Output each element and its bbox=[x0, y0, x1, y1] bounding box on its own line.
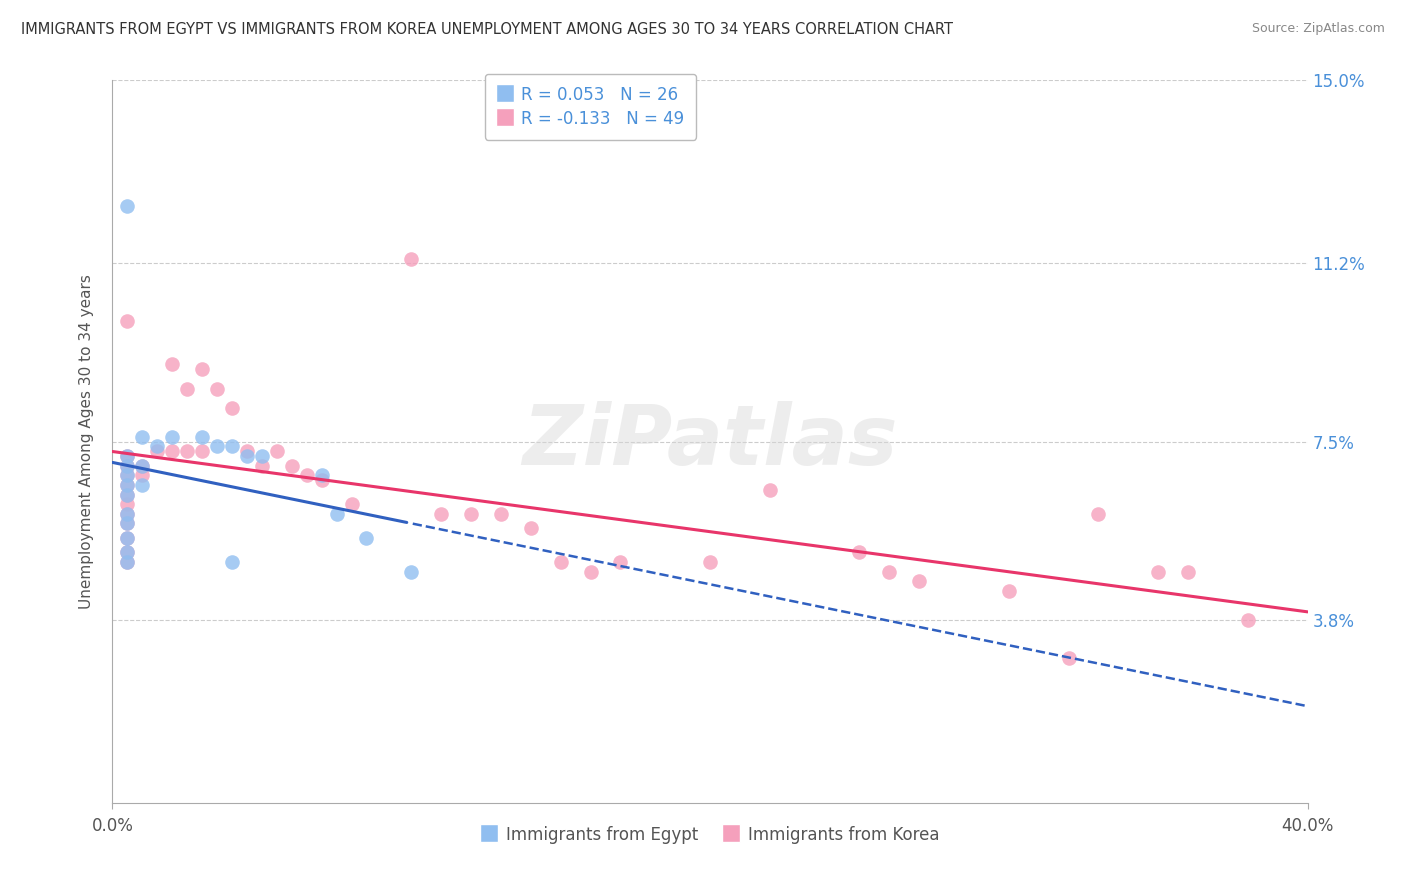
Point bbox=[117, 468, 139, 483]
Point bbox=[311, 468, 333, 483]
Point bbox=[520, 521, 543, 535]
Point bbox=[356, 531, 378, 545]
Point bbox=[311, 473, 333, 487]
Y-axis label: Unemployment Among Ages 30 to 34 years: Unemployment Among Ages 30 to 34 years bbox=[79, 274, 94, 609]
Point bbox=[401, 252, 423, 266]
Point bbox=[759, 483, 782, 497]
Point bbox=[325, 507, 347, 521]
Point bbox=[221, 439, 243, 453]
Point bbox=[699, 555, 721, 569]
Point bbox=[281, 458, 304, 473]
Point bbox=[117, 497, 139, 511]
Point bbox=[1177, 565, 1199, 579]
Point bbox=[1087, 507, 1109, 521]
Point bbox=[176, 382, 198, 396]
Point bbox=[205, 439, 228, 453]
Point bbox=[221, 555, 243, 569]
Point bbox=[489, 507, 512, 521]
Point bbox=[117, 468, 139, 483]
Point bbox=[848, 545, 870, 559]
Point bbox=[221, 401, 243, 415]
Point bbox=[117, 507, 139, 521]
Point bbox=[162, 444, 183, 458]
Point bbox=[430, 507, 453, 521]
Point bbox=[609, 555, 631, 569]
Point bbox=[117, 487, 139, 501]
Point bbox=[176, 444, 198, 458]
Point bbox=[117, 545, 139, 559]
Point bbox=[191, 430, 214, 444]
Point bbox=[117, 478, 139, 492]
Point bbox=[117, 449, 139, 463]
Text: IMMIGRANTS FROM EGYPT VS IMMIGRANTS FROM KOREA UNEMPLOYMENT AMONG AGES 30 TO 34 : IMMIGRANTS FROM EGYPT VS IMMIGRANTS FROM… bbox=[21, 22, 953, 37]
Legend: Immigrants from Egypt, Immigrants from Korea: Immigrants from Egypt, Immigrants from K… bbox=[472, 817, 948, 852]
Point bbox=[131, 458, 153, 473]
Point bbox=[162, 430, 183, 444]
Point bbox=[117, 516, 139, 531]
Point bbox=[550, 555, 572, 569]
Point bbox=[191, 444, 214, 458]
Point bbox=[117, 507, 139, 521]
Point bbox=[117, 545, 139, 559]
Point bbox=[460, 507, 482, 521]
Point bbox=[401, 565, 423, 579]
Point bbox=[146, 439, 169, 453]
Point bbox=[250, 449, 273, 463]
Point bbox=[998, 583, 1021, 598]
Point bbox=[236, 444, 259, 458]
Point bbox=[340, 497, 363, 511]
Point bbox=[131, 430, 153, 444]
Point bbox=[131, 478, 153, 492]
Point bbox=[295, 468, 318, 483]
Point bbox=[879, 565, 901, 579]
Point bbox=[117, 555, 139, 569]
Point bbox=[1147, 565, 1170, 579]
Point bbox=[131, 458, 153, 473]
Point bbox=[579, 565, 602, 579]
Point bbox=[162, 358, 183, 372]
Point bbox=[117, 458, 139, 473]
Point bbox=[191, 362, 214, 376]
Point bbox=[131, 468, 153, 483]
Point bbox=[236, 449, 259, 463]
Point bbox=[117, 198, 139, 212]
Point bbox=[1237, 613, 1260, 627]
Point bbox=[117, 458, 139, 473]
Text: ZiPatlas: ZiPatlas bbox=[522, 401, 898, 482]
Point bbox=[117, 555, 139, 569]
Point bbox=[266, 444, 288, 458]
Point bbox=[908, 574, 931, 589]
Point bbox=[117, 531, 139, 545]
Point bbox=[117, 516, 139, 531]
Point bbox=[205, 382, 228, 396]
Point bbox=[117, 531, 139, 545]
Point bbox=[1057, 651, 1080, 665]
Point bbox=[250, 458, 273, 473]
Point bbox=[117, 478, 139, 492]
Point bbox=[117, 449, 139, 463]
Text: Source: ZipAtlas.com: Source: ZipAtlas.com bbox=[1251, 22, 1385, 36]
Point bbox=[146, 444, 169, 458]
Point bbox=[117, 487, 139, 501]
Point bbox=[117, 314, 139, 328]
